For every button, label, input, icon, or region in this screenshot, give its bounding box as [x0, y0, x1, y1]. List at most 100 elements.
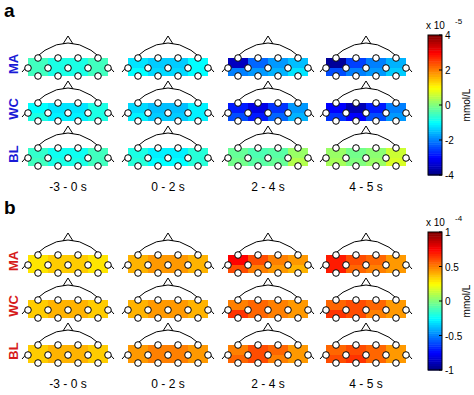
colorbar-tick — [439, 70, 442, 71]
optode — [383, 65, 390, 72]
optode — [393, 315, 400, 322]
colorbar-tick-label: -4 — [445, 170, 454, 181]
head-map — [122, 278, 214, 321]
colorbar-tick-label: 0 — [445, 296, 451, 307]
head-outline — [320, 240, 412, 269]
time-label: -3 - 0 s — [49, 377, 86, 391]
head-map — [320, 233, 412, 276]
head-map — [122, 323, 214, 366]
optode — [255, 73, 262, 80]
head-outline — [222, 133, 314, 162]
nose — [63, 36, 73, 44]
optode — [135, 360, 142, 367]
optode — [165, 110, 172, 117]
optode — [265, 262, 272, 269]
panel-label: a — [4, 0, 15, 21]
optode — [393, 55, 400, 62]
optode — [55, 100, 62, 107]
optode — [333, 163, 340, 170]
optode — [145, 352, 152, 359]
optode — [285, 110, 292, 117]
optode — [25, 352, 32, 359]
optode — [225, 262, 232, 269]
optode — [333, 270, 340, 277]
optode — [195, 270, 202, 277]
optode — [75, 252, 82, 259]
optode — [373, 270, 380, 277]
optode — [275, 270, 282, 277]
optode — [323, 307, 330, 314]
optode — [125, 262, 132, 269]
optode — [275, 360, 282, 367]
optode — [403, 65, 410, 72]
optode — [255, 297, 262, 304]
colorbar-label: mmol/L — [461, 88, 472, 121]
head-map — [320, 278, 412, 321]
row-label: MA — [6, 53, 21, 74]
colorbar-tick — [439, 105, 442, 106]
colorbar: 10.50-0.5-1x 10-4mmol/L — [426, 214, 472, 376]
optode — [125, 110, 132, 117]
optode — [35, 360, 42, 367]
optode — [185, 352, 192, 359]
colorbar-tick-label: 0.5 — [445, 262, 459, 273]
optode — [145, 65, 152, 72]
optode — [265, 155, 272, 162]
head-outline — [22, 133, 114, 162]
optode — [155, 315, 162, 322]
optode — [135, 270, 142, 277]
head-map — [22, 126, 114, 169]
optode — [403, 352, 410, 359]
optode — [235, 163, 242, 170]
optode — [125, 307, 132, 314]
head-outline — [222, 330, 314, 359]
optode — [373, 297, 380, 304]
optode — [295, 163, 302, 170]
optode — [305, 262, 312, 269]
optode — [175, 252, 182, 259]
optode — [225, 352, 232, 359]
head-map — [22, 81, 114, 124]
optode — [363, 110, 370, 117]
optode — [155, 270, 162, 277]
optode — [195, 252, 202, 259]
optode — [75, 360, 82, 367]
optode — [323, 262, 330, 269]
optode — [195, 100, 202, 107]
head-map — [222, 233, 314, 276]
optode — [285, 155, 292, 162]
colorbar-tick-label: 2 — [445, 65, 451, 76]
optode — [65, 65, 72, 72]
head-map — [222, 278, 314, 321]
optode — [255, 342, 262, 349]
optode — [265, 65, 272, 72]
optode — [35, 270, 42, 277]
head-map — [222, 36, 314, 79]
optode — [45, 352, 52, 359]
optode — [363, 65, 370, 72]
optode — [275, 163, 282, 170]
optode — [403, 262, 410, 269]
optode — [245, 352, 252, 359]
nose — [361, 278, 371, 286]
optode — [205, 307, 212, 314]
optode — [85, 352, 92, 359]
head-outline — [22, 330, 114, 359]
colorbar-tick-label: 1 — [445, 227, 451, 238]
optode — [265, 352, 272, 359]
optode — [185, 307, 192, 314]
optode — [295, 100, 302, 107]
optode — [333, 342, 340, 349]
scale-prefix: x 10 — [426, 217, 445, 228]
optode — [393, 145, 400, 152]
nose — [263, 323, 273, 331]
optode — [35, 315, 42, 322]
optode — [295, 118, 302, 125]
optode — [255, 118, 262, 125]
optode — [225, 155, 232, 162]
optode — [35, 55, 42, 62]
optode — [275, 73, 282, 80]
optode — [45, 110, 52, 117]
optode — [373, 118, 380, 125]
row-label: WC — [6, 98, 21, 120]
